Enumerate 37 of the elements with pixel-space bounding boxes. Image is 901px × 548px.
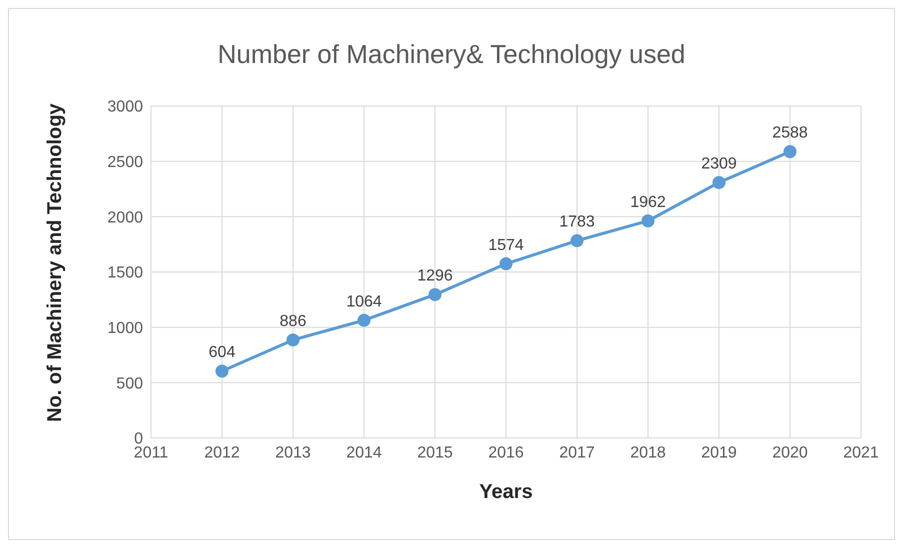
y-tick-label: 2000 [107, 209, 144, 226]
chart-title: Number of Machinery& Technology used [216, 39, 686, 70]
x-tick-label: 2017 [559, 444, 595, 462]
data-label: 604 [208, 344, 236, 362]
point [784, 145, 796, 158]
x-tick-label: 2019 [701, 444, 737, 462]
x-tick-label: 2014 [346, 444, 382, 462]
x-tick-label: 2016 [488, 444, 524, 462]
point [712, 176, 726, 189]
x-tick-label: 2015 [417, 444, 453, 462]
x-tick-label: 2018 [630, 444, 666, 462]
point [286, 333, 300, 346]
x-tick-label: 2021 [843, 444, 879, 462]
data-label: 2309 [701, 155, 737, 172]
data-label: 1574 [488, 236, 524, 254]
x-tick-label: 2020 [772, 444, 808, 462]
data-label: 1962 [630, 194, 666, 211]
point [358, 314, 370, 327]
data-label: 2588 [772, 124, 808, 142]
x-axis-title: Years [479, 481, 533, 503]
data-label: 886 [280, 312, 306, 330]
point [216, 364, 228, 378]
point [642, 214, 654, 228]
y-tick-label: 1000 [107, 320, 144, 338]
data-label: 1783 [559, 214, 595, 231]
data-label: 1064 [346, 293, 382, 310]
point [570, 234, 584, 248]
point [428, 288, 442, 302]
x-tick-label: 2013 [275, 444, 311, 462]
y-tick-label: 500 [116, 375, 144, 392]
x-tick-label: 2012 [204, 444, 240, 462]
y-tick-label: 3000 [107, 98, 144, 116]
point [500, 257, 512, 270]
y-axis-title: No. of Machinery and Technology [44, 102, 66, 422]
data-label: 1296 [417, 268, 453, 285]
y-tick-label: 2500 [107, 154, 144, 172]
y-tick-label: 1500 [107, 264, 144, 282]
